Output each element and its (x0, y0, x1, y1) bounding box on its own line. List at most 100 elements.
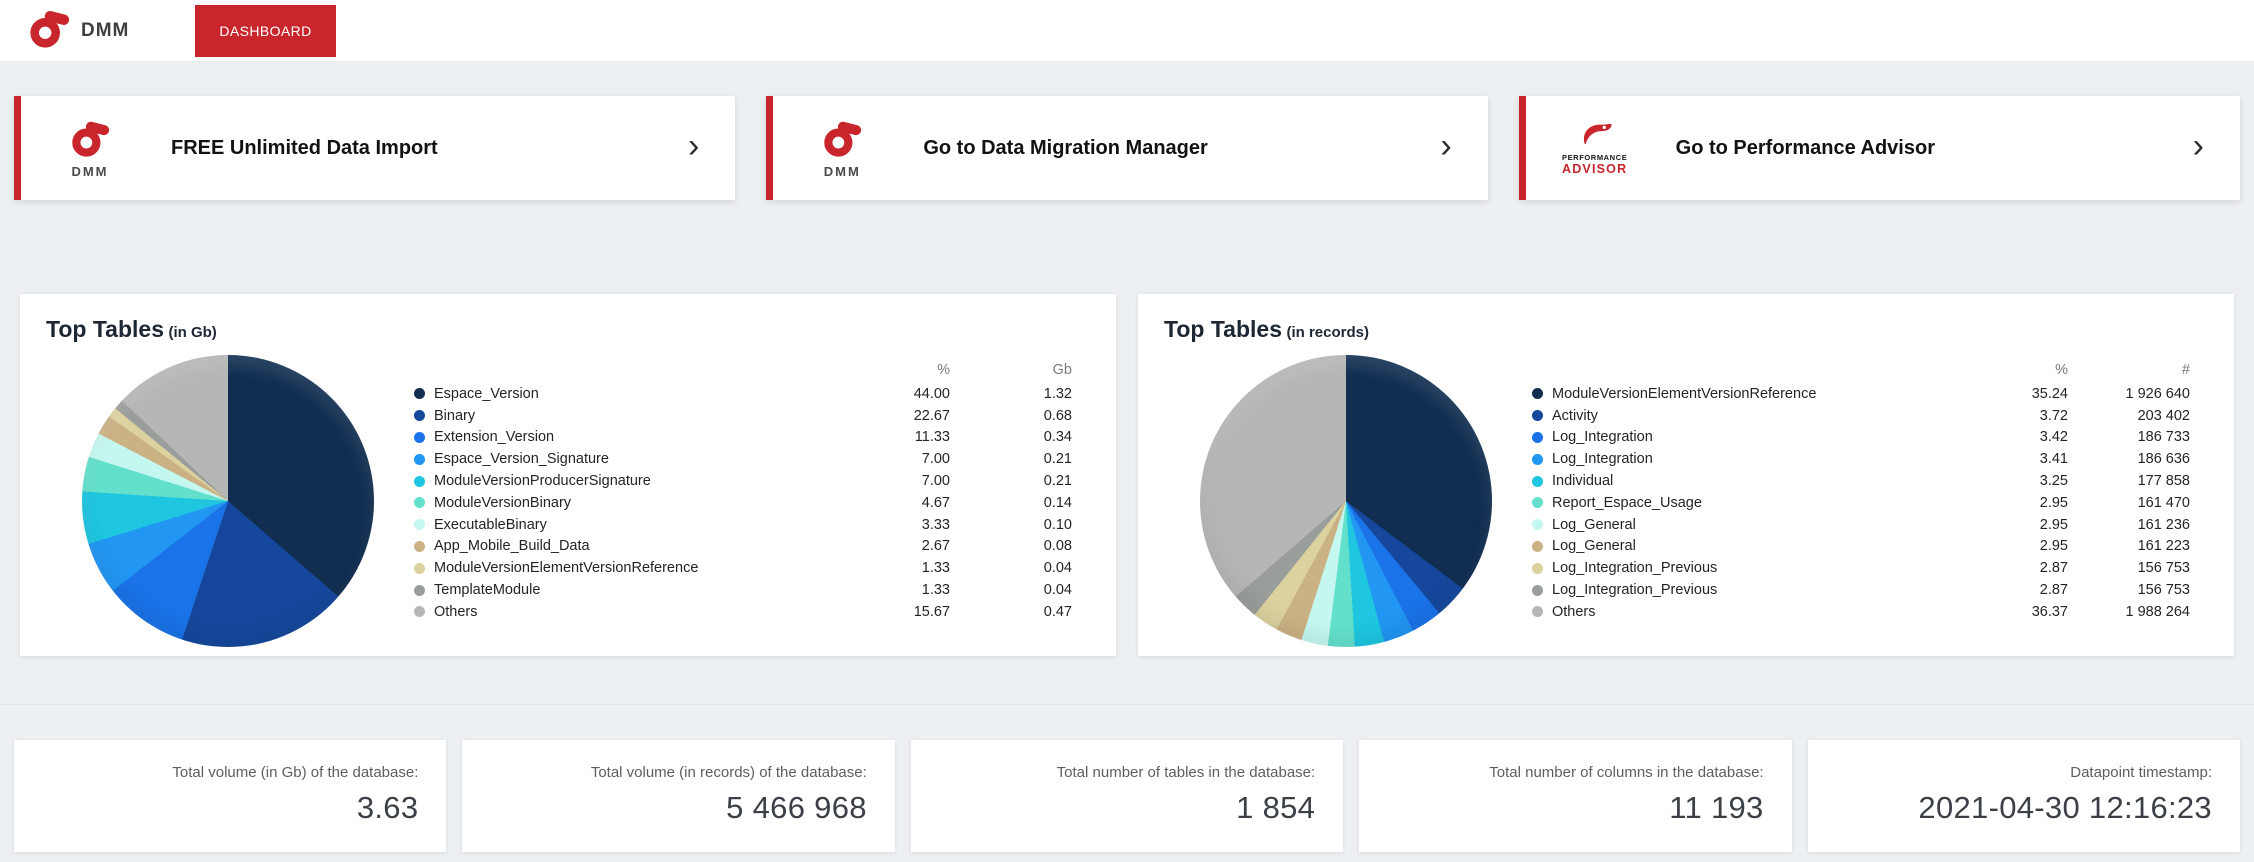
legend-value: 1 926 640 (2125, 385, 2190, 402)
legend-value: 161 236 (2137, 516, 2190, 533)
legend-value: 0.34 (1043, 429, 1072, 446)
dmm-logo-text: DMM (71, 163, 109, 179)
stat-value: 3.63 (356, 790, 419, 825)
legend-pct-header: % (2055, 362, 2068, 378)
legend-value: 0.68 (1043, 407, 1072, 424)
legend-label: TemplateModule (434, 582, 541, 599)
legend-value-header: Gb (1052, 362, 1072, 378)
dmm-logo-icon (26, 7, 72, 54)
dmm-logo: DMM (55, 118, 125, 179)
legend-pct-header: % (937, 362, 950, 378)
legend-row: Log_Integration 3.42 186 733 (1532, 427, 2190, 449)
legend-value: 0.21 (1043, 473, 1072, 490)
legend-row: Others 15.67 0.47 (414, 601, 1072, 623)
legend-pct: 11.33 (914, 429, 950, 446)
stat-label: Total number of columns in the database: (1489, 764, 1764, 781)
legend-pct: 2.87 (2039, 560, 2068, 577)
legend-label: Binary (434, 407, 476, 424)
legend-row: Espace_Version_Signature 7.00 0.21 (414, 448, 1072, 470)
dmm-logo: DMM (807, 118, 877, 179)
legend-pct: 3.72 (2039, 407, 2068, 424)
stat-value: 1 854 (1236, 790, 1316, 825)
legend-value: 0.21 (1043, 451, 1072, 468)
stat-total-volume-gb: Total volume (in Gb) of the database: 3.… (14, 740, 447, 852)
legend-pct: 35.24 (2031, 385, 2068, 402)
legend-pct: 2.95 (2039, 516, 2068, 533)
banner-go-to-performance-advisor[interactable]: PERFORMANCE ADVISOR Go to Performance Ad… (1518, 96, 2240, 200)
legend-value: 177 858 (2137, 473, 2190, 490)
legend-pct: 44.00 (913, 385, 950, 402)
legend-label: Espace_Version (434, 385, 539, 402)
legend-color-dot (1532, 497, 1543, 509)
stat-label: Total volume (in Gb) of the database: (172, 764, 419, 781)
banner-title: Go to Performance Advisor (1675, 136, 1935, 159)
legend-value: 1.32 (1043, 385, 1072, 402)
legend-pct: 3.33 (921, 516, 950, 533)
legend-label: Log_Integration_Previous (1552, 582, 1718, 599)
legend-label: Log_Integration (1552, 429, 1653, 446)
legend-pct: 3.42 (2039, 429, 2068, 446)
legend-color-dot (414, 497, 425, 509)
legend-label: ModuleVersionBinary (434, 494, 572, 511)
legend-value: 0.04 (1043, 560, 1072, 577)
legend-value: 161 470 (2137, 494, 2190, 511)
legend-pct: 1.33 (921, 560, 950, 577)
chart-subtitle: (in Gb) (168, 324, 217, 341)
legend-color-dot (414, 388, 425, 400)
legend-value: 1 988 264 (2125, 603, 2190, 620)
legend-label: Others (434, 603, 478, 620)
legend-row: ModuleVersionBinary 4.67 0.14 (414, 492, 1072, 514)
legend-pct: 4.67 (921, 494, 950, 511)
banner-free-data-import[interactable]: DMM FREE Unlimited Data Import › (14, 96, 736, 200)
legend-value: 0.08 (1043, 538, 1072, 555)
legend-value: 161 223 (2137, 538, 2190, 555)
legend-value: 156 753 (2137, 582, 2190, 599)
legend-value: 0.47 (1043, 603, 1072, 620)
legend-color-dot (1532, 519, 1543, 531)
legend-label: App_Mobile_Build_Data (434, 538, 590, 555)
chevron-right-icon: › (1440, 127, 1452, 165)
stat-label: Datapoint timestamp: (2070, 764, 2212, 781)
chart-body: % Gb Espace_Version 44.00 1.32 Binary 22.67… (46, 347, 1116, 647)
legend-pct: 3.41 (2039, 451, 2068, 468)
legend-color-dot (414, 475, 425, 487)
stat-value: 2021-04-30 12:16:23 (1918, 790, 2212, 825)
dmm-brand-logo: DMM (26, 7, 129, 54)
stat-total-columns: Total number of columns in the database:… (1359, 740, 1792, 852)
legend-color-dot (414, 606, 425, 618)
chevron-right-icon: › (688, 127, 700, 165)
pie-wrap (46, 347, 410, 647)
legend-label: ExecutableBinary (434, 516, 547, 533)
chart-title-row: Top Tables (in records) (1164, 316, 2234, 343)
legend-color-dot (1532, 453, 1543, 465)
legend-label: Log_Integration (1552, 451, 1653, 468)
dmm-logo-icon (820, 118, 864, 163)
chart-title: Top Tables (46, 316, 164, 342)
section-divider (0, 704, 2254, 705)
legend-row: ModuleVersionElementVersionReference 1.33… (414, 557, 1072, 579)
stats-row: Total volume (in Gb) of the database: 3.… (14, 740, 2240, 852)
charts-row: Top Tables (in Gb) % Gb Espace_Version 44… (20, 294, 2234, 656)
legend-color-dot (414, 431, 425, 443)
legend-value: 186 733 (2137, 429, 2190, 446)
legend-color-dot (1532, 475, 1543, 487)
legend-color-dot (414, 584, 425, 596)
legend-label: ModuleVersionElementVersionReference (434, 560, 699, 577)
chart-card-top-tables-gb: Top Tables (in Gb) % Gb Espace_Version 44… (20, 294, 1116, 656)
legend-color-dot (1532, 388, 1543, 400)
chart-legend: % Gb Espace_Version 44.00 1.32 Binary 22.67… (410, 347, 1116, 647)
stat-total-tables: Total number of tables in the database: … (910, 740, 1344, 852)
chart-title: Top Tables (1164, 316, 1282, 342)
legend-color-dot (1532, 410, 1543, 422)
legend-pct: 22.67 (913, 407, 950, 424)
chart-body: % # ModuleVersionElementVersionReference… (1164, 347, 2234, 647)
tab-dashboard[interactable]: DASHBOARD (195, 4, 336, 57)
dmm-logo-text: DMM (823, 163, 861, 179)
legend-pct: 15.67 (913, 603, 950, 620)
chart-title-row: Top Tables (in Gb) (46, 316, 1116, 343)
legend-value: 156 753 (2137, 560, 2190, 577)
legend-row: Log_Integration 3.41 186 636 (1532, 448, 2190, 470)
banner-go-to-data-migration-manager[interactable]: DMM Go to Data Migration Manager › (766, 96, 1488, 200)
legend-pct: 2.95 (2039, 494, 2068, 511)
legend-pct: 3.25 (2039, 473, 2068, 490)
